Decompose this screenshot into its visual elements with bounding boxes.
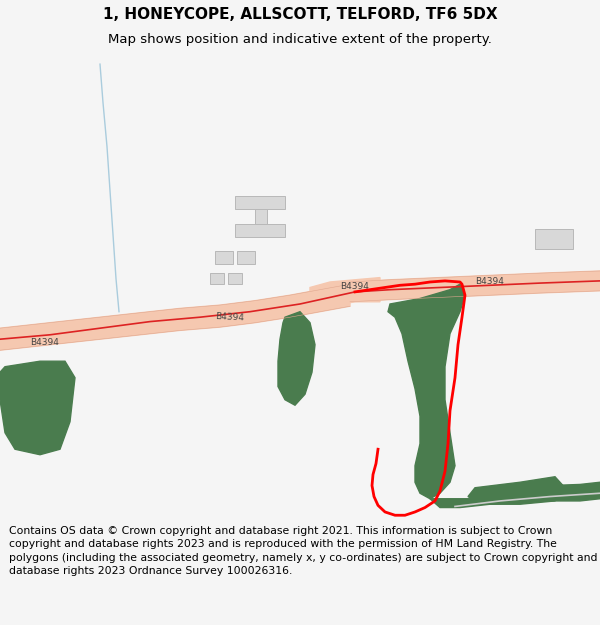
- Bar: [235, 196, 285, 209]
- Polygon shape: [350, 271, 600, 302]
- Text: B4394: B4394: [341, 282, 370, 291]
- Text: Contains OS data © Crown copyright and database right 2021. This information is : Contains OS data © Crown copyright and d…: [9, 526, 598, 576]
- Bar: [535, 229, 573, 249]
- Polygon shape: [310, 278, 380, 308]
- Text: B4394: B4394: [215, 312, 245, 322]
- Bar: [235, 224, 285, 237]
- Polygon shape: [468, 477, 565, 504]
- Bar: [215, 251, 233, 264]
- Text: B4394: B4394: [476, 278, 505, 286]
- Polygon shape: [388, 284, 465, 499]
- Text: Map shows position and indicative extent of the property.: Map shows position and indicative extent…: [108, 33, 492, 46]
- Text: B4394: B4394: [30, 338, 59, 347]
- Bar: [237, 251, 255, 264]
- Bar: [255, 209, 267, 224]
- Polygon shape: [0, 284, 350, 350]
- Bar: [228, 273, 242, 284]
- Polygon shape: [430, 482, 600, 508]
- Polygon shape: [0, 361, 75, 455]
- Polygon shape: [278, 312, 315, 405]
- Bar: [210, 273, 224, 284]
- Text: 1, HONEYCOPE, ALLSCOTT, TELFORD, TF6 5DX: 1, HONEYCOPE, ALLSCOTT, TELFORD, TF6 5DX: [103, 8, 497, 22]
